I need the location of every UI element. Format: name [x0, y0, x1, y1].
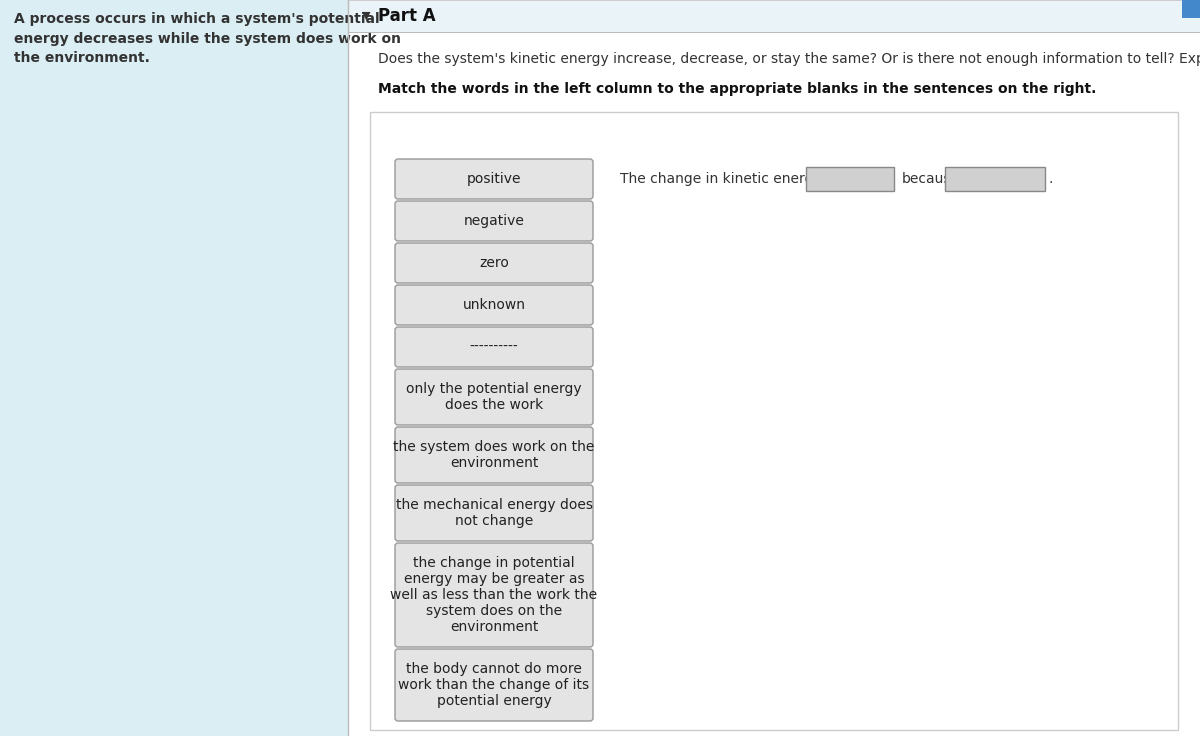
FancyBboxPatch shape [395, 327, 593, 367]
Text: the system does work on the: the system does work on the [394, 440, 595, 454]
Text: unknown: unknown [462, 298, 526, 312]
Text: the body cannot do more: the body cannot do more [406, 662, 582, 676]
Text: energy may be greater as: energy may be greater as [403, 572, 584, 586]
Text: Does the system's kinetic energy increase, decrease, or stay the same? Or is the: Does the system's kinetic energy increas… [378, 52, 1200, 66]
FancyBboxPatch shape [395, 485, 593, 541]
Text: well as less than the work the: well as less than the work the [390, 588, 598, 602]
Text: does the work: does the work [445, 398, 544, 412]
Text: the mechanical energy does: the mechanical energy does [396, 498, 593, 512]
Text: Part A: Part A [378, 7, 436, 25]
FancyBboxPatch shape [395, 649, 593, 721]
Text: .: . [1049, 172, 1052, 186]
Text: environment: environment [450, 620, 538, 634]
Text: not change: not change [455, 514, 533, 528]
Text: the change in potential: the change in potential [413, 556, 575, 570]
Text: zero: zero [479, 256, 509, 270]
FancyBboxPatch shape [395, 159, 593, 199]
Text: because: because [902, 172, 960, 186]
Text: ----------: ---------- [469, 340, 518, 354]
FancyBboxPatch shape [348, 0, 1200, 32]
Text: work than the change of its: work than the change of its [398, 678, 589, 692]
Text: environment: environment [450, 456, 538, 470]
Text: ▼: ▼ [362, 11, 371, 21]
FancyBboxPatch shape [395, 427, 593, 483]
Text: only the potential energy: only the potential energy [406, 382, 582, 396]
Text: system does on the: system does on the [426, 604, 562, 618]
Text: negative: negative [463, 214, 524, 228]
FancyBboxPatch shape [1182, 0, 1200, 18]
FancyBboxPatch shape [946, 167, 1045, 191]
FancyBboxPatch shape [395, 543, 593, 647]
FancyBboxPatch shape [395, 201, 593, 241]
FancyBboxPatch shape [806, 167, 894, 191]
FancyBboxPatch shape [395, 243, 593, 283]
FancyBboxPatch shape [0, 0, 348, 736]
Text: potential energy: potential energy [437, 694, 551, 708]
Text: positive: positive [467, 172, 521, 186]
FancyBboxPatch shape [395, 285, 593, 325]
FancyBboxPatch shape [395, 369, 593, 425]
FancyBboxPatch shape [370, 112, 1178, 730]
Text: The change in kinetic energy is: The change in kinetic energy is [620, 172, 838, 186]
Text: A process occurs in which a system's potential
energy decreases while the system: A process occurs in which a system's pot… [14, 12, 401, 65]
Text: Match the words in the left column to the appropriate blanks in the sentences on: Match the words in the left column to th… [378, 82, 1097, 96]
